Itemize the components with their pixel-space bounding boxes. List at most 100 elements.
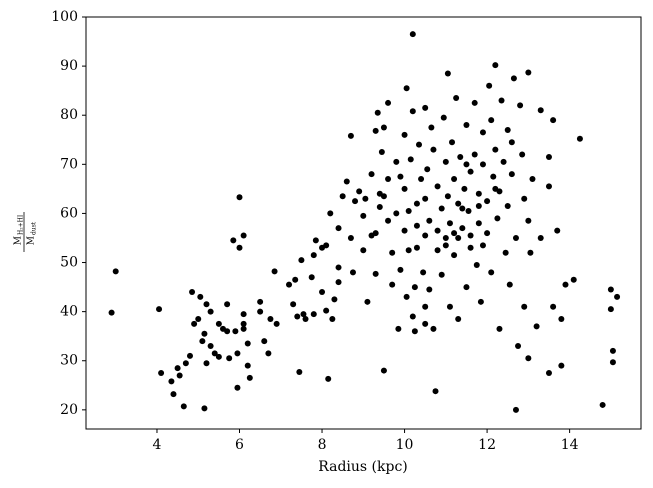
point <box>180 403 187 410</box>
point <box>215 353 222 360</box>
point <box>515 343 522 350</box>
point <box>215 320 222 327</box>
point <box>335 264 342 271</box>
point <box>401 227 408 234</box>
point <box>479 242 486 249</box>
point <box>189 288 196 295</box>
point <box>525 217 532 224</box>
y-axis-label: M H₂+HI M dust <box>14 212 38 252</box>
point <box>403 85 410 92</box>
point <box>411 328 418 335</box>
point <box>385 176 392 183</box>
point <box>413 244 420 251</box>
point <box>446 303 453 310</box>
y-tick-label: 80 <box>60 107 78 123</box>
point <box>323 242 330 249</box>
point <box>261 338 268 345</box>
point <box>401 131 408 138</box>
point <box>356 188 363 195</box>
point <box>455 234 462 241</box>
point <box>224 328 231 335</box>
point <box>484 230 491 237</box>
point <box>176 372 183 379</box>
point <box>393 210 400 217</box>
point <box>186 352 193 359</box>
point <box>502 249 509 256</box>
point <box>416 141 422 148</box>
point <box>521 303 528 310</box>
point <box>112 268 119 275</box>
point <box>230 237 237 244</box>
point <box>360 212 367 219</box>
point <box>506 281 513 288</box>
point <box>411 284 418 291</box>
point <box>397 173 404 180</box>
point <box>494 215 501 222</box>
point <box>451 176 458 183</box>
point <box>451 230 458 237</box>
point <box>428 124 435 131</box>
point <box>308 274 315 281</box>
point <box>426 286 433 293</box>
point <box>537 234 544 241</box>
point <box>463 122 470 129</box>
point <box>525 69 532 76</box>
point <box>292 276 299 283</box>
point <box>409 108 416 115</box>
point <box>479 129 486 136</box>
point <box>407 156 414 163</box>
point <box>327 210 334 217</box>
point <box>453 95 460 102</box>
point <box>475 220 482 227</box>
point <box>490 173 497 180</box>
point <box>496 325 503 332</box>
point <box>174 365 181 372</box>
point <box>438 271 445 278</box>
point <box>527 249 534 256</box>
point <box>570 276 577 283</box>
point <box>457 153 464 160</box>
point <box>265 350 272 357</box>
point <box>236 244 243 251</box>
point <box>413 222 420 229</box>
point <box>191 320 198 327</box>
point <box>461 185 468 192</box>
point <box>257 298 264 305</box>
y-tick-label: 30 <box>60 353 78 369</box>
y-tick-label: 100 <box>51 9 78 25</box>
point <box>517 102 524 109</box>
y-tick-label: 40 <box>60 304 78 320</box>
point <box>182 360 189 367</box>
point <box>211 350 218 357</box>
plot-frame <box>85 16 642 430</box>
point <box>257 308 264 315</box>
point <box>554 227 561 234</box>
point <box>545 183 552 190</box>
x-tick-label: 10 <box>396 437 414 453</box>
point <box>442 242 449 249</box>
point <box>156 306 163 313</box>
point <box>244 340 251 347</box>
point <box>430 146 437 153</box>
point <box>343 178 350 185</box>
point <box>376 204 383 211</box>
point <box>298 257 305 264</box>
point <box>203 301 210 308</box>
point <box>234 350 241 357</box>
point <box>401 185 408 192</box>
point <box>444 193 451 200</box>
point <box>533 323 540 330</box>
point <box>609 359 616 366</box>
point <box>492 62 499 69</box>
point <box>455 200 462 207</box>
point <box>224 301 231 308</box>
point <box>488 269 495 276</box>
point <box>296 369 303 376</box>
point <box>449 139 456 146</box>
point <box>168 378 175 385</box>
point <box>492 185 499 192</box>
point <box>385 217 392 224</box>
point <box>393 158 400 165</box>
point <box>273 320 280 327</box>
